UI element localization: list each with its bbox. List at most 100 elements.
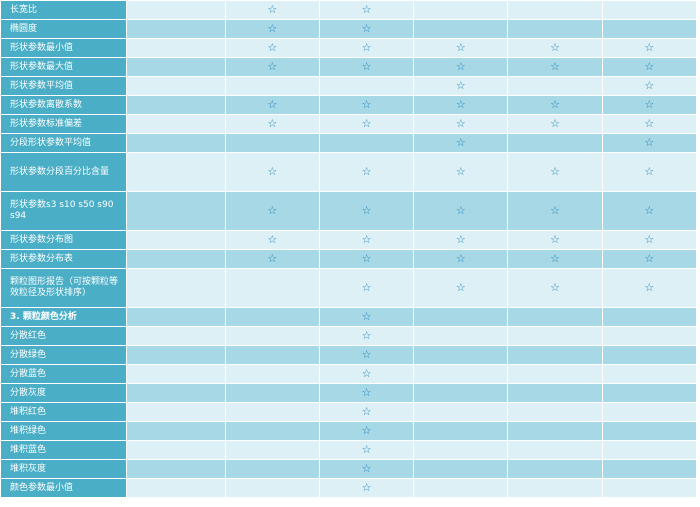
feature-cell: ☆ [508,39,602,57]
feature-cell [225,346,319,364]
star-icon: ☆ [361,203,372,217]
row-label: 颜色参数最小值 [1,479,127,497]
row-label: 堆积绿色 [1,422,127,440]
feature-cell [127,365,225,383]
star-icon: ☆ [455,116,466,130]
feature-cell [127,479,225,497]
star-icon: ☆ [550,40,560,54]
feature-cell: ☆ [225,39,319,57]
row-label: 分散灰度 [1,384,127,402]
feature-cell [602,460,696,478]
star-icon: ☆ [644,232,655,246]
row-label: 分散绿色 [1,346,127,364]
feature-cell [225,134,319,152]
feature-cell: ☆ [319,460,414,478]
table-row: 形状参数分段百分比含量 ☆ ☆ ☆ ☆ ☆ [1,153,696,191]
star-icon: ☆ [455,280,466,294]
feature-cell [127,20,225,38]
feature-cell [225,441,319,459]
feature-cell: ☆ [602,231,696,249]
feature-cell: ☆ [414,115,508,133]
feature-cell [127,441,225,459]
star-icon: ☆ [361,59,372,73]
star-icon: ☆ [361,480,372,494]
star-icon: ☆ [455,135,466,149]
star-icon: ☆ [550,251,560,265]
feature-cell [414,384,508,402]
row-label: 形状参数分布图 [1,231,127,249]
feature-cell [602,346,696,364]
feature-cell [602,308,696,326]
star-icon: ☆ [644,203,655,217]
feature-cell: ☆ [319,365,414,383]
feature-cell: ☆ [602,39,696,57]
feature-cell: ☆ [319,115,414,133]
feature-cell: ☆ [319,422,414,440]
feature-cell [225,460,319,478]
feature-cell [602,403,696,421]
feature-cell [602,1,696,19]
row-label: 形状参数分段百分比含量 [1,153,127,191]
star-icon: ☆ [267,164,278,178]
star-icon: ☆ [361,116,372,130]
feature-cell [414,441,508,459]
table-row: 分散绿色 ☆ [1,346,696,364]
feature-cell [508,20,602,38]
feature-cell [414,327,508,345]
star-icon: ☆ [550,59,560,73]
feature-cell [508,77,602,95]
feature-cell: ☆ [414,77,508,95]
feature-cell [508,346,602,364]
feature-cell [414,422,508,440]
feature-cell [414,308,508,326]
feature-cell: ☆ [508,96,602,114]
row-label: 形状参数分布表 [1,250,127,268]
star-icon: ☆ [644,135,655,149]
feature-cell [127,58,225,76]
feature-cell [414,403,508,421]
star-icon: ☆ [644,116,655,130]
feature-cell: ☆ [225,1,319,19]
star-icon: ☆ [455,59,466,73]
row-label: 形状参数s3 s10 s50 s90 s94 [1,192,127,230]
star-icon: ☆ [361,404,372,418]
table-row: 长宽比 ☆ ☆ [1,1,696,19]
feature-cell [127,327,225,345]
feature-matrix-table: 长宽比 ☆ ☆ 椭圆度 ☆ ☆ 形状参数最小值 ☆ ☆ ☆ ☆ ☆ 形状参数最大值 ☆ ☆ ☆ ☆ ☆ 形状参数平均… [0,0,697,498]
feature-cell: ☆ [602,77,696,95]
feature-cell: ☆ [414,153,508,191]
star-icon: ☆ [644,164,655,178]
feature-cell: ☆ [508,192,602,230]
star-icon: ☆ [455,232,466,246]
feature-cell: ☆ [319,308,414,326]
feature-cell [225,384,319,402]
feature-cell [127,134,225,152]
feature-cell: ☆ [602,96,696,114]
feature-cell [508,403,602,421]
row-label: 3. 颗粒颜色分析 [1,308,127,326]
feature-cell [602,479,696,497]
star-icon: ☆ [644,251,655,265]
feature-cell [127,1,225,19]
feature-cell [127,384,225,402]
star-icon: ☆ [267,2,278,16]
row-label: 分散红色 [1,327,127,345]
feature-cell: ☆ [602,192,696,230]
feature-cell: ☆ [414,269,508,307]
feature-cell: ☆ [602,58,696,76]
feature-cell [414,365,508,383]
star-icon: ☆ [455,251,466,265]
feature-cell: ☆ [225,192,319,230]
table-row: 形状参数标准偏差 ☆ ☆ ☆ ☆ ☆ [1,115,696,133]
feature-cell: ☆ [414,231,508,249]
row-label: 椭圆度 [1,20,127,38]
feature-cell: ☆ [319,403,414,421]
star-icon: ☆ [550,97,560,111]
feature-cell: ☆ [414,39,508,57]
feature-cell [127,308,225,326]
feature-cell: ☆ [319,441,414,459]
feature-cell: ☆ [319,479,414,497]
table-row: 堆积绿色 ☆ [1,422,696,440]
feature-cell: ☆ [225,58,319,76]
star-icon: ☆ [644,280,655,294]
